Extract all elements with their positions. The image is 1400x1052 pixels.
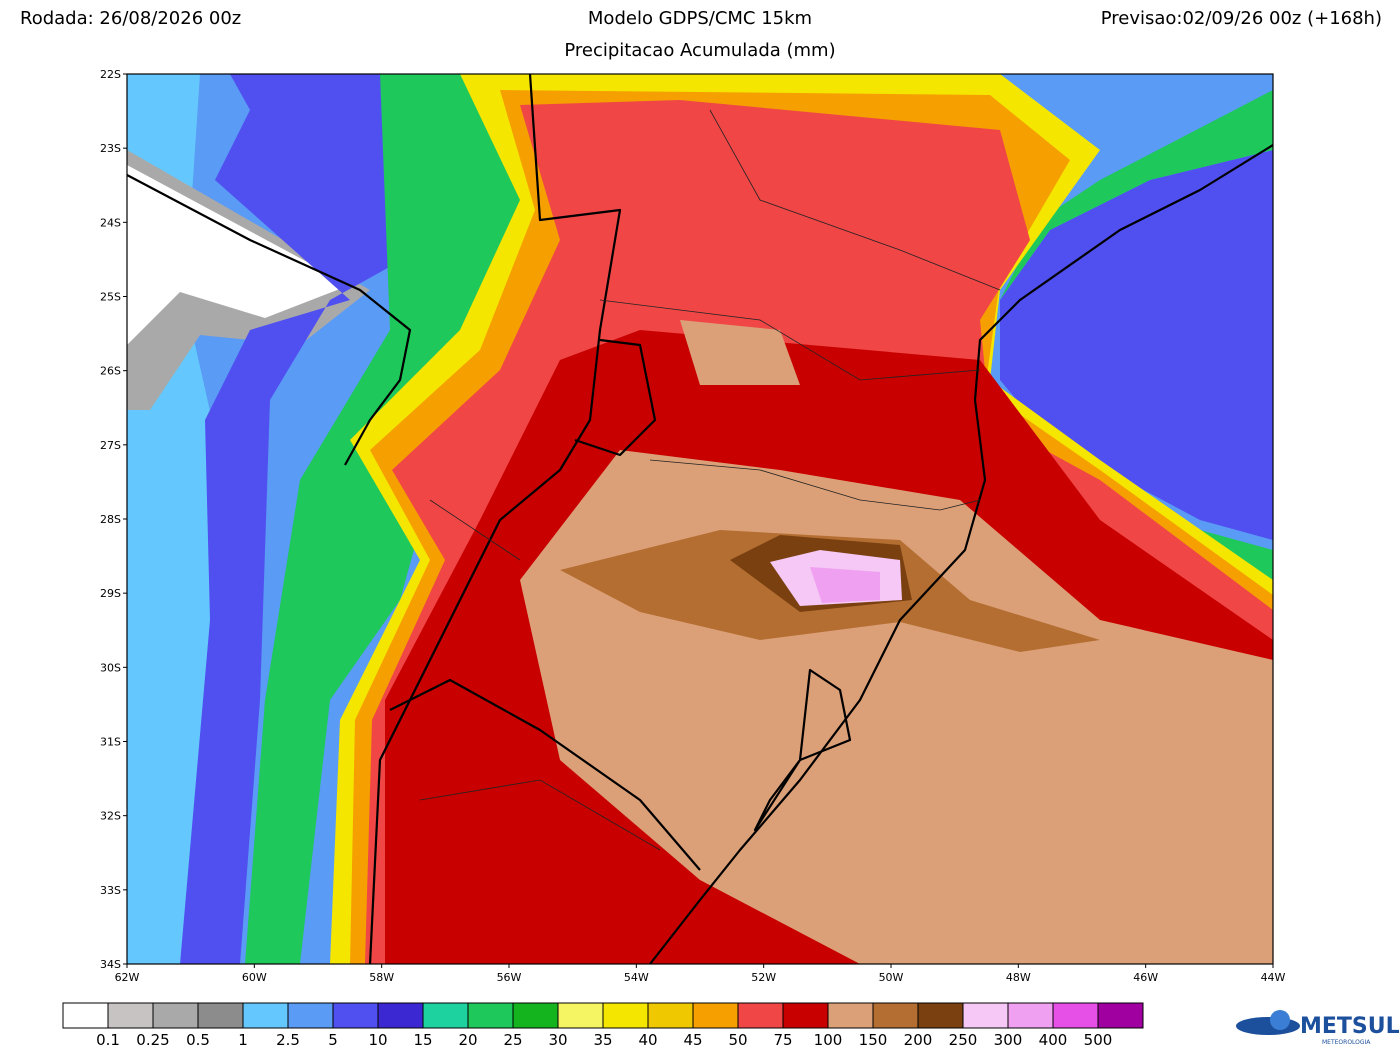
colorbar-swatch — [152, 1002, 199, 1029]
colorbar-swatch — [107, 1002, 154, 1029]
colorbar-swatch — [467, 1002, 514, 1029]
colorbar-swatch — [782, 1002, 829, 1029]
colorbar-swatch — [377, 1002, 424, 1029]
lon-label: 54W — [624, 971, 649, 984]
field-blue — [180, 74, 430, 964]
field-white — [127, 165, 350, 345]
colorbar-swatch — [602, 1002, 649, 1029]
colorbar-label: 45 — [683, 1031, 702, 1049]
colorbar-swatch — [872, 1002, 919, 1029]
lat-label: 32S — [100, 810, 121, 823]
colorbar-swatch — [422, 1002, 469, 1029]
colorbar-swatch — [332, 1002, 379, 1029]
subtitle: Precipitacao Acumulada (mm) — [564, 40, 835, 61]
precip-field — [127, 74, 1273, 964]
colorbar-label: 75 — [773, 1031, 792, 1049]
colorbar-label: 0.25 — [136, 1031, 169, 1049]
colorbar-label: 30 — [548, 1031, 567, 1049]
run-label: Rodada: 26/08/2026 00z — [20, 8, 241, 29]
colorbar-label: 0.1 — [96, 1031, 120, 1049]
lat-label: 29S — [100, 587, 121, 600]
logo-tagline: METEOROLOGIA — [1322, 1039, 1371, 1046]
colorbar-label: 2.5 — [276, 1031, 300, 1049]
border-uruguay — [389, 678, 701, 871]
field-pink — [810, 567, 880, 603]
colorbar-label: 20 — [458, 1031, 477, 1049]
colorbar-swatch — [557, 1002, 604, 1029]
colorbar-label: 300 — [994, 1031, 1023, 1049]
lat-label: 26S — [100, 365, 121, 378]
state-lines — [419, 109, 1001, 851]
colorbar-label: 150 — [859, 1031, 888, 1049]
colorbar-label: 100 — [814, 1031, 843, 1049]
logo-name: METSUL — [1300, 1014, 1400, 1039]
colorbar-swatch — [737, 1002, 784, 1029]
colorbar-label: 40 — [638, 1031, 657, 1049]
colorbar-swatch — [827, 1002, 874, 1029]
colorbar-label: 35 — [593, 1031, 612, 1049]
colorbar-swatch — [1052, 1002, 1099, 1029]
lagoon — [753, 668, 852, 832]
colorbar-swatch — [1007, 1002, 1054, 1029]
lon-label: 50W — [879, 971, 904, 984]
colorbar-swatch — [197, 1002, 244, 1029]
colorbar-swatch — [512, 1002, 559, 1029]
coastline — [649, 144, 1273, 964]
colorbar-swatch — [962, 1002, 1009, 1029]
colorbar-swatch — [287, 1002, 334, 1029]
border-misiones — [574, 338, 657, 457]
colorbar-label: 15 — [413, 1031, 432, 1049]
lat-label: 27S — [100, 439, 121, 452]
field-green-ne — [1000, 90, 1273, 300]
colorbar-label: 500 — [1084, 1031, 1113, 1049]
colorbar-swatch — [917, 1002, 964, 1029]
colorbar-label: 50 — [728, 1031, 747, 1049]
colorbar: 0.1 0.25 0.5 1 2.5 5 10 15 20 25 30 35 40 45 50 75 100 15… — [62, 1002, 1144, 1049]
lat-label: 23S — [100, 142, 121, 155]
lat-label: 31S — [100, 736, 121, 749]
logo: METSUL METEOROLOGIA — [1236, 1010, 1400, 1046]
axis-labels: 22S23S24S25S26S27S28S29S30S31S32S33S34S6… — [100, 68, 1286, 984]
colorbar-label: 200 — [904, 1031, 933, 1049]
colorbar-swatch — [62, 1002, 109, 1029]
colorbar-swatch — [647, 1002, 694, 1029]
lon-label: 62W — [115, 971, 140, 984]
lat-label: 25S — [100, 291, 121, 304]
lat-label: 28S — [100, 513, 121, 526]
colorbar-label: 400 — [1039, 1031, 1068, 1049]
logo-swoosh — [1236, 1017, 1300, 1035]
colorbar-label: 5 — [328, 1031, 338, 1049]
lon-label: 48W — [1006, 971, 1031, 984]
colorbar-swatch — [692, 1002, 739, 1029]
lon-label: 58W — [369, 971, 394, 984]
colorbar-swatch — [1097, 1002, 1144, 1029]
field-tan-north — [680, 320, 800, 385]
colorbar-label: 1 — [238, 1031, 248, 1049]
logo-globe — [1270, 1010, 1290, 1030]
forecast-label: Previsao:02/09/26 00z (+168h) — [1101, 8, 1382, 29]
colorbar-label: 25 — [503, 1031, 522, 1049]
lat-label: 24S — [100, 216, 121, 229]
lat-label: 30S — [100, 661, 121, 674]
lon-label: 56W — [497, 971, 522, 984]
model-title: Modelo GDPS/CMC 15km — [588, 8, 812, 29]
border-paraguay — [127, 174, 412, 466]
lat-label: 34S — [100, 958, 121, 971]
lat-label: 33S — [100, 884, 121, 897]
colorbar-label: 0.5 — [186, 1031, 210, 1049]
colorbar-swatch — [242, 1002, 289, 1029]
colorbar-label: 10 — [368, 1031, 387, 1049]
lon-label: 44W — [1261, 971, 1286, 984]
lon-label: 46W — [1133, 971, 1158, 984]
colorbar-label: 250 — [949, 1031, 978, 1049]
lat-label: 22S — [100, 68, 121, 81]
lon-label: 60W — [242, 971, 267, 984]
lon-label: 52W — [751, 971, 776, 984]
